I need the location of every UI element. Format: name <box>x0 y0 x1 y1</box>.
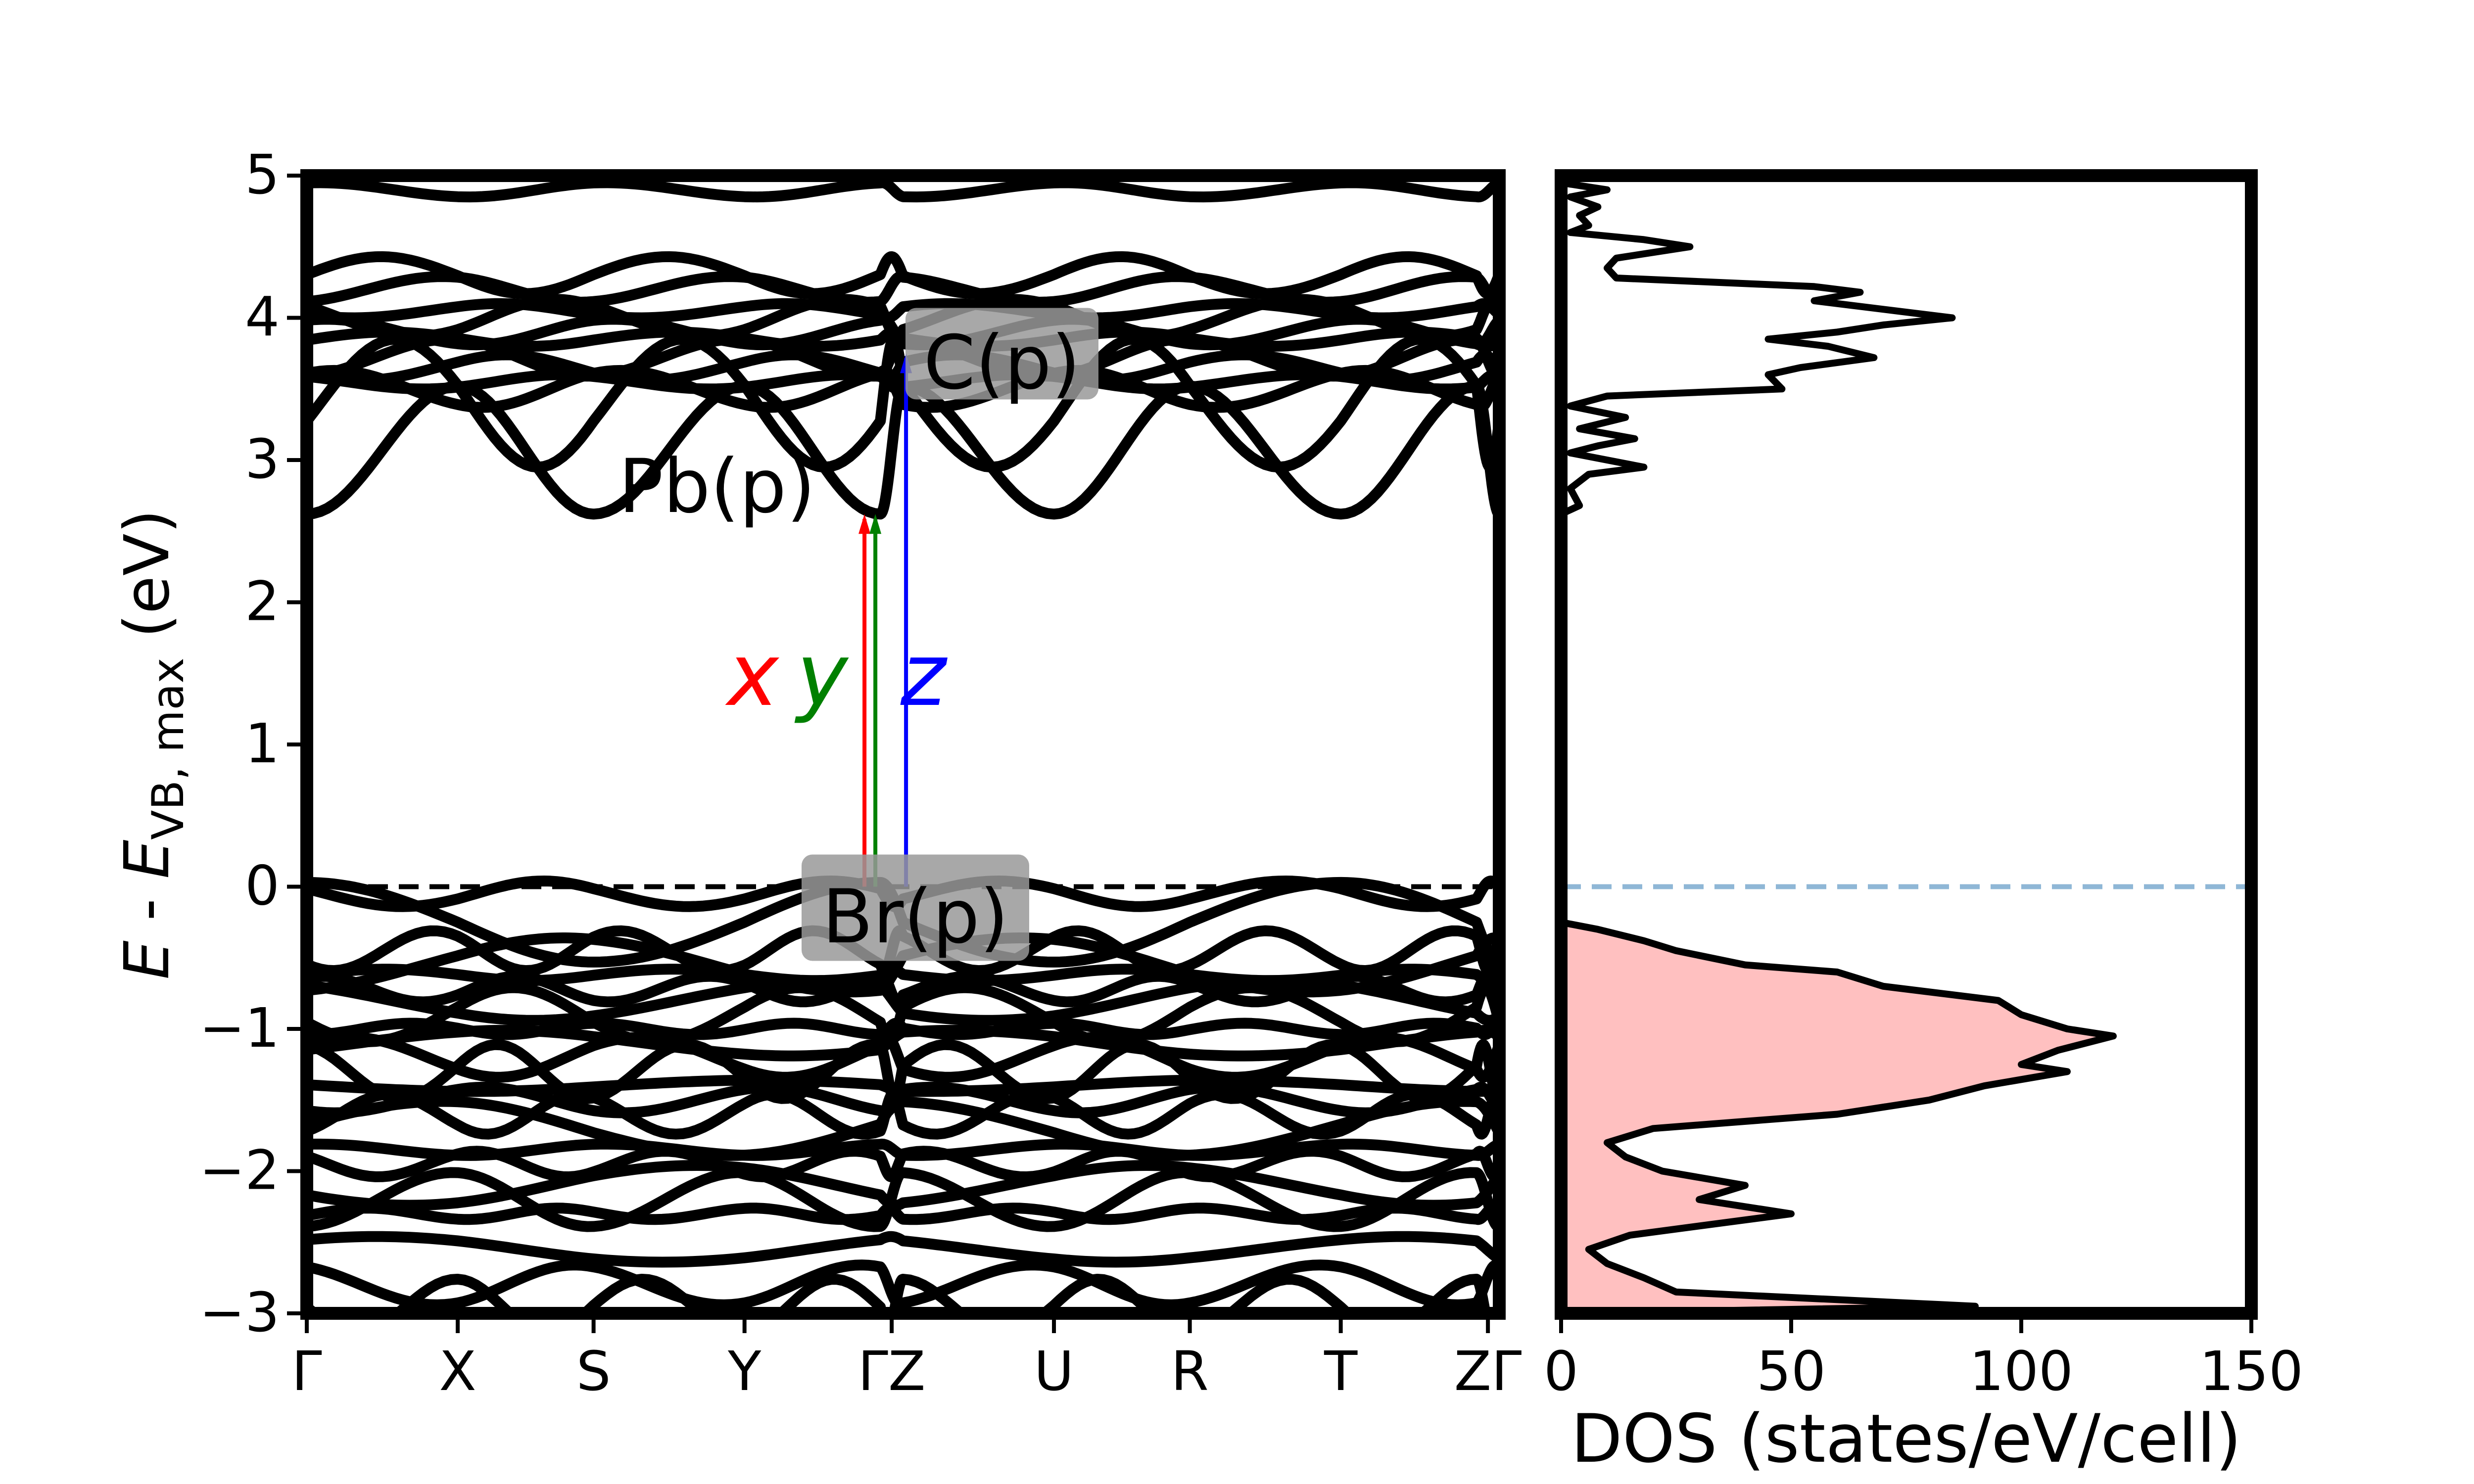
y-tick-label: 3 <box>245 427 280 491</box>
dos-series <box>1561 179 2117 1313</box>
k-point-label: ΓZ <box>858 1340 926 1403</box>
annotations: Br(p) Pb(p) C(p) x y z <box>618 308 1098 961</box>
y-axis-label: E - EVB, max (eV) <box>111 510 193 979</box>
valence-band <box>307 1274 1499 1313</box>
dos-filled-area <box>1561 883 2113 1313</box>
valence-band <box>307 1089 1499 1140</box>
k-point-label: Y <box>727 1340 761 1403</box>
band-plot-area <box>307 177 1499 1313</box>
annotation-label: Br(p) <box>822 874 1009 960</box>
y-tick-label: 1 <box>245 712 280 775</box>
valence-band <box>307 1160 1499 1211</box>
dos-x-tick-label: 0 <box>1544 1340 1578 1403</box>
dos-plot-area <box>1561 179 2251 1313</box>
y-tick-label: −3 <box>199 1281 280 1344</box>
transition-label-z: z <box>900 625 948 726</box>
transition-arrowhead-y <box>869 514 882 534</box>
conduction-band <box>307 177 1499 203</box>
dos-curve <box>1561 179 2117 1313</box>
y-tick-label: −2 <box>199 1139 280 1202</box>
dos-x-tick-label: 150 <box>2199 1340 2303 1403</box>
valence-band <box>307 1146 1499 1182</box>
k-point-label: ZΓ <box>1454 1340 1522 1403</box>
conduction-band <box>307 349 1499 386</box>
conduction-band <box>307 298 1499 324</box>
valence-band <box>307 1039 1499 1104</box>
k-point-label: Γ <box>291 1340 322 1403</box>
k-point-label: S <box>576 1340 611 1403</box>
annotation-box <box>905 308 1098 400</box>
annotation-label: Pb(p) <box>618 444 815 530</box>
conduction-band <box>307 251 1499 299</box>
k-point-label: R <box>1171 1340 1208 1403</box>
y-tick-label: 0 <box>245 854 280 918</box>
dos-x-tick-label: 50 <box>1757 1340 1826 1403</box>
valence-band <box>307 1203 1499 1225</box>
y-tick-label: 2 <box>245 570 280 633</box>
annotation-box <box>802 854 1029 961</box>
annotation-label: C(p) <box>924 320 1081 406</box>
transition-label-x: x <box>725 625 780 726</box>
k-point-label: T <box>1324 1340 1358 1403</box>
dos-x-tick-label: 100 <box>1969 1340 2073 1403</box>
valence-band <box>307 1231 1499 1268</box>
valence-band <box>307 971 1499 1008</box>
valence-band <box>307 1096 1499 1161</box>
k-point-label: U <box>1034 1340 1074 1403</box>
dos-x-axis-label: DOS (states/eV/cell) <box>1571 1400 2241 1478</box>
transition-arrowhead-x <box>858 514 871 534</box>
y-tick-label: 4 <box>245 285 280 349</box>
band-axes: 5 4 3 2 1 0 −1 −2 −3Γ X S Y ΓZ U R T ZΓ E - EVB, max (eV) <box>111 143 1522 1403</box>
dos-frame <box>1555 169 2258 1320</box>
y-tick-label: 5 <box>245 143 280 206</box>
valence-band <box>307 1259 1499 1310</box>
k-point-label: X <box>439 1340 476 1403</box>
y-tick-label: −1 <box>199 996 280 1060</box>
transition-label-y: y <box>794 625 849 726</box>
valence-band <box>307 1024 1499 1062</box>
conduction-band <box>307 365 1499 413</box>
band-lines <box>307 177 1499 1313</box>
